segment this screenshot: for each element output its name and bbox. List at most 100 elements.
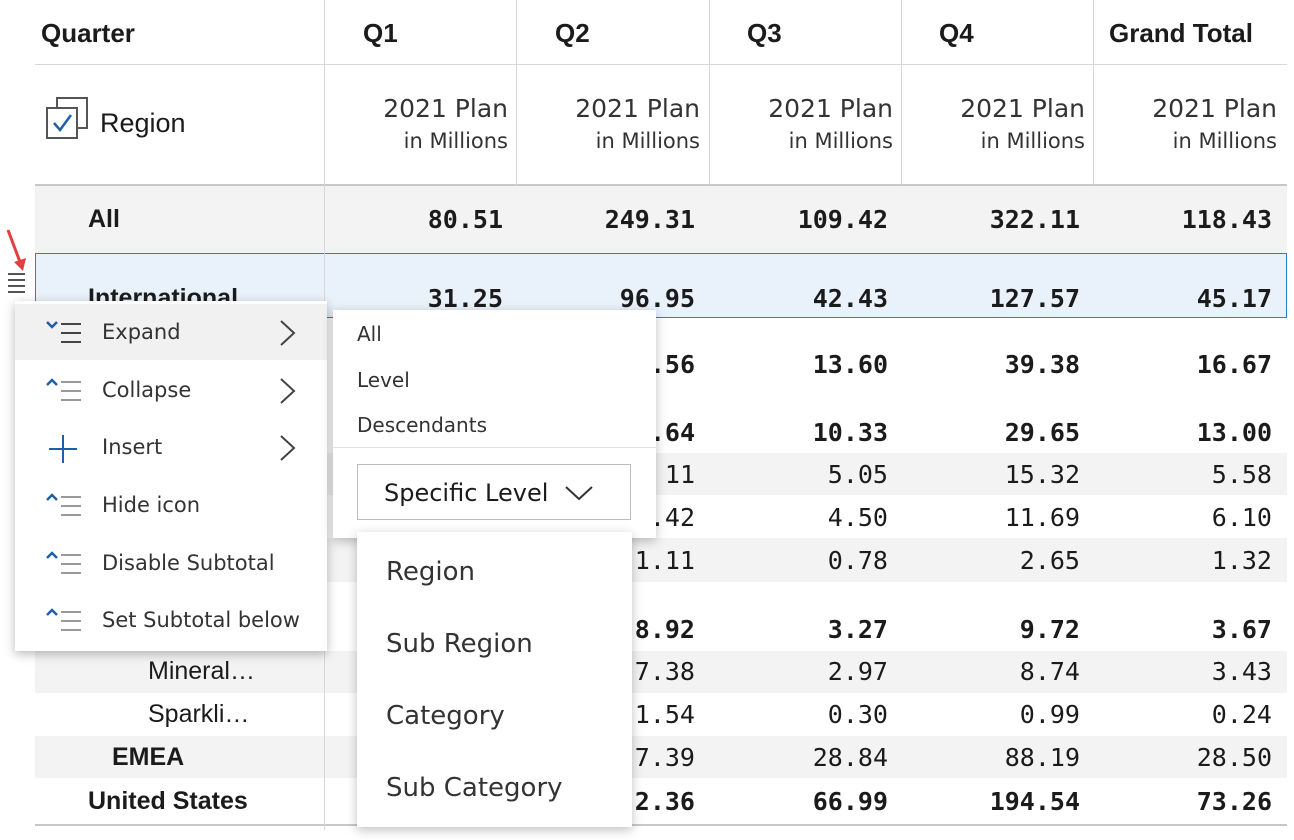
expand-icon [45, 318, 83, 348]
chevron-right-icon [277, 376, 299, 406]
menu-item-insert[interactable]: Insert [15, 419, 327, 475]
header-q4[interactable]: Q4 [939, 18, 974, 49]
menu-item-collapse[interactable]: Collapse [15, 362, 327, 418]
header-grand-total[interactable]: Grand Total [1109, 18, 1253, 49]
measure-name: 2021 Plan [325, 92, 508, 126]
row-label-mineral[interactable]: Mineral… [148, 657, 255, 686]
cell-value: 1.32 [1094, 546, 1272, 575]
measure-header-q4: 2021 Plan in Millions [902, 92, 1085, 156]
cell-value: 10.33 [710, 418, 888, 447]
cell-value: 16.67 [1094, 350, 1272, 379]
cell-value: 3.27 [710, 615, 888, 644]
cell-value: 109.42 [710, 205, 888, 234]
measure-header-grand-total: 2021 Plan in Millions [1094, 92, 1277, 156]
menu-item-label: Hide icon [102, 493, 200, 517]
menu-item-label: Expand [102, 320, 181, 344]
divider [333, 447, 656, 448]
cell-value: 8.74 [902, 657, 1080, 686]
submenu-item-level[interactable]: Level [357, 368, 410, 392]
cell-value: 3.67 [1094, 615, 1272, 644]
plus-icon [45, 433, 83, 463]
cell-value: 2.97 [710, 657, 888, 686]
chevron-down-icon [564, 479, 594, 505]
expand-submenu: All Level Descendants Specific Level [333, 310, 656, 538]
row-label-emea[interactable]: EMEA [112, 743, 184, 772]
cell-value: 31.25 [325, 284, 503, 313]
cell-value: 0.24 [1094, 700, 1272, 729]
menu-item-label: Collapse [102, 378, 191, 402]
level-option-sub-category[interactable]: Sub Category [386, 773, 563, 803]
cell-value: 13.00 [1094, 418, 1272, 447]
context-menu: Expand Collapse Insert [15, 301, 327, 651]
header-quarter: Quarter [41, 18, 135, 49]
cell-value: 28.50 [1094, 743, 1272, 772]
cell-value: 0.99 [902, 700, 1080, 729]
measure-unit: in Millions [1094, 126, 1277, 156]
measure-name: 2021 Plan [517, 92, 700, 126]
row-label-sparkling[interactable]: Sparkli… [148, 700, 249, 729]
menu-item-label: Disable Subtotal [102, 551, 275, 575]
cell-value: 96.95 [517, 284, 695, 313]
row-label-united-states[interactable]: United States [88, 787, 248, 816]
cell-value: 118.43 [1094, 205, 1272, 234]
header-q1[interactable]: Q1 [363, 18, 398, 49]
submenu-item-descendants[interactable]: Descendants [357, 413, 487, 437]
measure-unit: in Millions [325, 126, 508, 156]
level-option-sub-region[interactable]: Sub Region [386, 629, 533, 659]
level-option-category[interactable]: Category [386, 701, 505, 731]
cell-value: 88.19 [902, 743, 1080, 772]
menu-item-expand[interactable]: Expand [15, 304, 327, 360]
cell-value: 249.31 [517, 205, 695, 234]
cell-value: 66.99 [710, 787, 888, 816]
menu-item-label: Insert [102, 435, 162, 459]
cell-value: 13.60 [710, 350, 888, 379]
red-arrow-icon [2, 228, 30, 272]
cell-value: 0.78 [710, 546, 888, 575]
cell-value: 42.43 [710, 284, 888, 313]
measure-unit: in Millions [710, 126, 893, 156]
cell-value: 11.69 [902, 503, 1080, 532]
measure-header-q1: 2021 Plan in Millions [325, 92, 508, 156]
cell-value: 127.57 [902, 284, 1080, 313]
cell-value: 6.10 [1094, 503, 1272, 532]
row-label-all[interactable]: All [88, 205, 120, 234]
cell-value: 194.54 [902, 787, 1080, 816]
menu-item-disable-subtotal[interactable]: Disable Subtotal [15, 535, 327, 591]
measure-name: 2021 Plan [710, 92, 893, 126]
measure-header-q2: 2021 Plan in Millions [517, 92, 700, 156]
row-menu-handle-icon[interactable] [6, 270, 28, 294]
cell-value: 5.05 [710, 460, 888, 489]
cell-value: 9.72 [902, 615, 1080, 644]
cell-value: 2.65 [902, 546, 1080, 575]
cell-value: 15.32 [902, 460, 1080, 489]
collapse-icon [45, 376, 83, 406]
subtotal-below-icon [45, 606, 83, 636]
menu-item-set-subtotal-below[interactable]: Set Subtotal below [15, 592, 327, 648]
level-dropdown-list: Region Sub Region Category Sub Category [357, 532, 632, 827]
cell-value: 28.84 [710, 743, 888, 772]
dimension-checkbox-icon[interactable] [45, 96, 89, 140]
measure-header-q3: 2021 Plan in Millions [710, 92, 893, 156]
measure-name: 2021 Plan [902, 92, 1085, 126]
menu-item-hide-icon[interactable]: Hide icon [15, 477, 327, 533]
chevron-right-icon [277, 433, 299, 463]
specific-level-dropdown[interactable]: Specific Level [357, 464, 631, 520]
cell-value: 4.50 [710, 503, 888, 532]
cell-value: 322.11 [902, 205, 1080, 234]
submenu-item-all[interactable]: All [357, 322, 382, 346]
cell-value: 5.58 [1094, 460, 1272, 489]
menu-item-label: Set Subtotal below [102, 608, 300, 632]
measure-unit: in Millions [902, 126, 1085, 156]
dropdown-label: Specific Level [384, 479, 548, 507]
chevron-right-icon [277, 318, 299, 348]
cell-value: 3.43 [1094, 657, 1272, 686]
measure-name: 2021 Plan [1094, 92, 1277, 126]
dimension-label[interactable]: Region [100, 108, 186, 139]
header-q2[interactable]: Q2 [555, 18, 590, 49]
hide-icon [45, 491, 83, 521]
header-q3[interactable]: Q3 [747, 18, 782, 49]
cell-value: 0.30 [710, 700, 888, 729]
cell-value: 80.51 [325, 205, 503, 234]
cell-value: 39.38 [902, 350, 1080, 379]
level-option-region[interactable]: Region [386, 557, 475, 587]
